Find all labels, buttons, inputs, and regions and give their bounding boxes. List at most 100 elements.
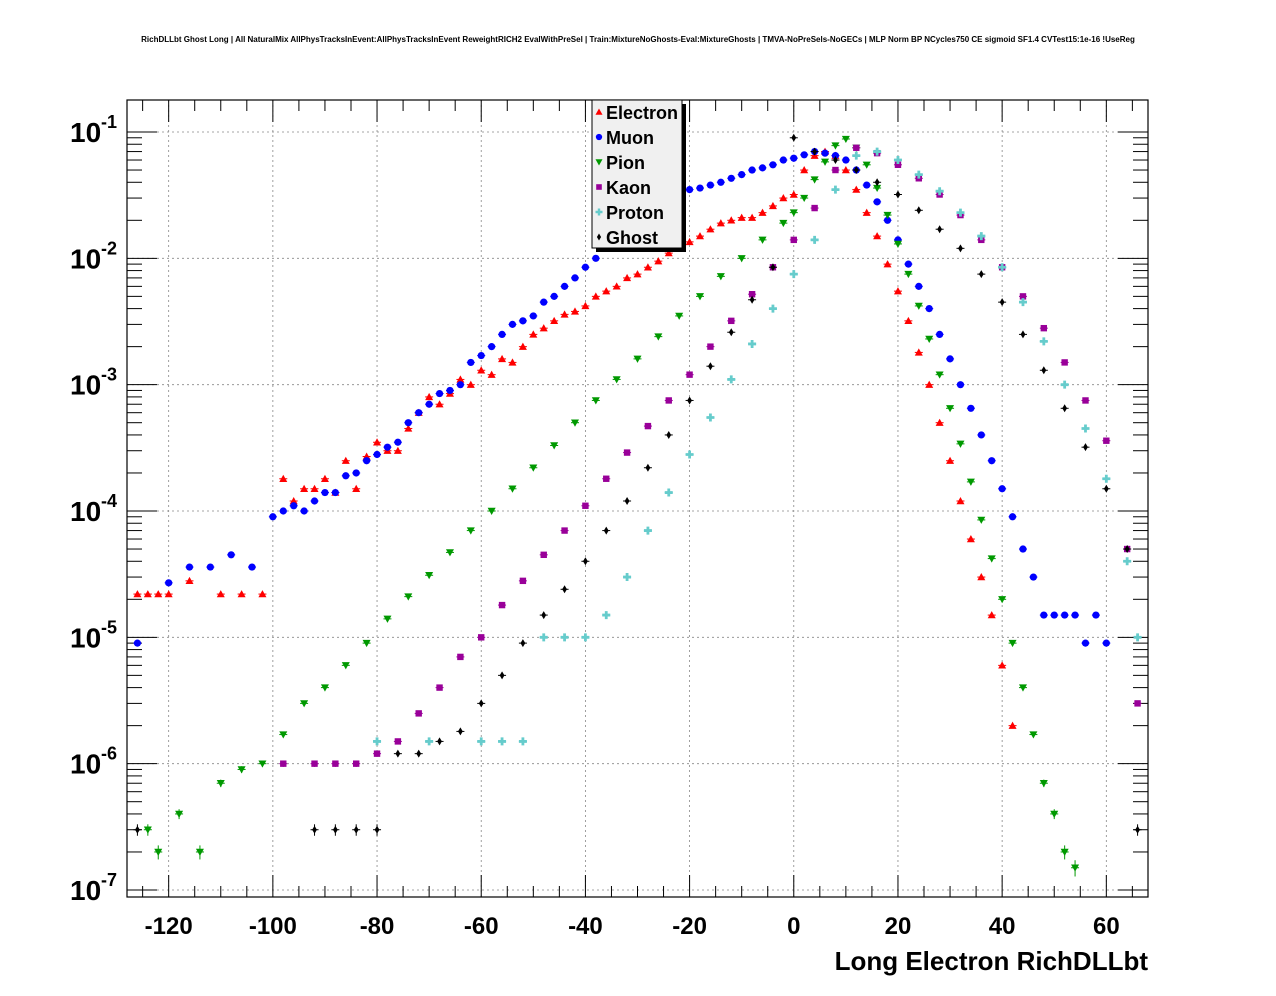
data-point bbox=[415, 710, 422, 717]
legend-label: Ghost bbox=[606, 228, 658, 248]
series-proton bbox=[373, 147, 1142, 746]
data-point bbox=[591, 292, 600, 300]
x-tick-label: -120 bbox=[145, 913, 193, 940]
data-point bbox=[143, 590, 152, 598]
data-point bbox=[457, 727, 463, 736]
data-point bbox=[581, 263, 590, 271]
data-point bbox=[1134, 700, 1141, 707]
data-point bbox=[977, 573, 986, 581]
data-point bbox=[321, 488, 329, 497]
data-point bbox=[612, 376, 621, 384]
data-point bbox=[363, 457, 371, 465]
data-point bbox=[185, 576, 194, 585]
data-point bbox=[540, 551, 547, 559]
data-point bbox=[967, 404, 975, 412]
y-tick-label: 10 bbox=[70, 496, 101, 527]
data-point bbox=[154, 848, 163, 856]
data-point bbox=[595, 133, 603, 141]
data-point bbox=[706, 181, 715, 189]
data-point bbox=[1102, 639, 1110, 647]
data-point bbox=[583, 557, 588, 566]
data-point bbox=[644, 422, 652, 430]
data-point bbox=[446, 386, 454, 395]
data-point bbox=[768, 304, 777, 313]
data-point bbox=[779, 219, 788, 228]
x-tick-label: -80 bbox=[360, 913, 395, 940]
data-point bbox=[925, 335, 934, 343]
data-point bbox=[300, 507, 308, 515]
data-point bbox=[1060, 848, 1069, 856]
data-point bbox=[310, 497, 319, 505]
data-point bbox=[560, 633, 569, 642]
data-point bbox=[300, 700, 309, 708]
y-tick-exponent: -2 bbox=[101, 238, 117, 258]
data-point bbox=[393, 446, 402, 454]
data-point bbox=[1008, 639, 1017, 648]
data-point bbox=[749, 295, 755, 304]
data-point bbox=[790, 236, 797, 244]
data-point bbox=[873, 147, 882, 156]
data-point bbox=[310, 484, 319, 492]
data-point bbox=[1124, 545, 1130, 554]
data-point bbox=[831, 185, 840, 194]
data-point bbox=[904, 316, 913, 325]
data-point bbox=[810, 235, 819, 244]
data-point bbox=[1029, 573, 1037, 581]
data-point bbox=[654, 257, 663, 265]
data-point bbox=[1102, 474, 1111, 483]
data-point bbox=[833, 156, 838, 165]
series-electron bbox=[133, 147, 1017, 729]
data-point bbox=[1081, 424, 1090, 433]
data-point bbox=[769, 161, 777, 169]
data-point bbox=[498, 330, 506, 338]
data-point bbox=[154, 590, 163, 598]
y-tick-exponent: -3 bbox=[101, 365, 117, 385]
data-point bbox=[373, 750, 381, 757]
data-point bbox=[789, 190, 798, 198]
data-point bbox=[770, 263, 776, 272]
data-point bbox=[175, 810, 184, 818]
data-point bbox=[873, 184, 882, 193]
data-point bbox=[831, 142, 840, 150]
data-point bbox=[654, 333, 663, 341]
chart-title: RichDLLbt Ghost Long | All NaturalMix Al… bbox=[141, 35, 1135, 44]
data-point bbox=[540, 298, 548, 306]
data-point bbox=[165, 579, 173, 587]
data-point bbox=[216, 780, 225, 788]
data-point bbox=[1040, 324, 1048, 332]
data-point bbox=[862, 161, 871, 169]
data-point bbox=[362, 639, 371, 648]
x-tick-label: -100 bbox=[249, 913, 297, 940]
data-point bbox=[842, 156, 850, 164]
data-point bbox=[539, 324, 548, 332]
data-point bbox=[143, 826, 152, 834]
data-point bbox=[916, 206, 922, 215]
data-point bbox=[874, 178, 880, 187]
data-point bbox=[790, 154, 798, 162]
data-point bbox=[999, 298, 1005, 307]
data-point bbox=[623, 573, 632, 582]
data-point bbox=[727, 216, 736, 224]
data-point bbox=[904, 270, 913, 279]
data-point bbox=[1008, 721, 1017, 729]
data-point bbox=[624, 496, 630, 505]
series-muon bbox=[133, 147, 1111, 647]
data-point bbox=[686, 371, 693, 378]
data-point bbox=[258, 590, 267, 598]
data-point bbox=[602, 287, 611, 295]
data-point bbox=[312, 825, 317, 834]
data-point bbox=[977, 431, 985, 439]
data-point bbox=[206, 563, 214, 571]
data-point bbox=[841, 135, 850, 144]
x-tick-labels: -120 -100 -80 -60 -40 -20 0 20 40 60 bbox=[145, 913, 1120, 940]
data-point bbox=[633, 355, 642, 363]
data-point bbox=[353, 825, 359, 834]
data-point bbox=[768, 201, 777, 210]
x-tick-label: 60 bbox=[1093, 913, 1120, 940]
data-point bbox=[373, 450, 381, 459]
data-point bbox=[508, 485, 517, 493]
data-point bbox=[1019, 545, 1027, 553]
data-point bbox=[956, 381, 965, 389]
data-series bbox=[133, 133, 1142, 877]
data-point bbox=[404, 424, 413, 432]
